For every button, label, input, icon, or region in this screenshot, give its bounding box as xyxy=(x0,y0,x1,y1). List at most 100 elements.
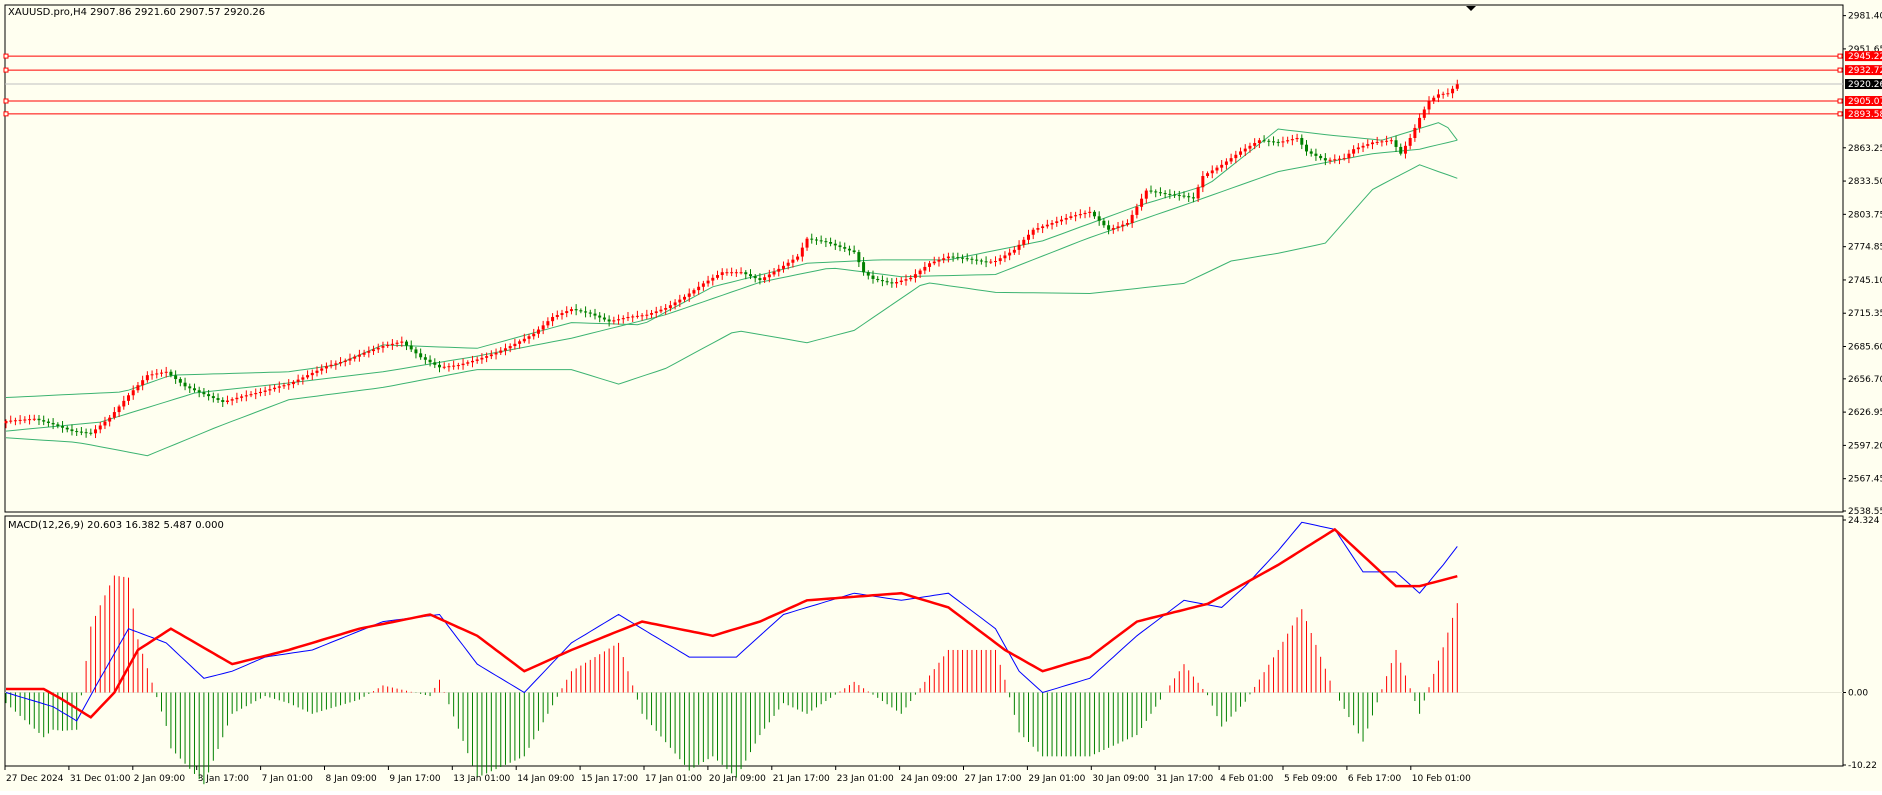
candlestick[interactable] xyxy=(447,363,451,372)
candlestick[interactable] xyxy=(61,421,65,433)
candlestick[interactable] xyxy=(961,254,965,264)
candlestick[interactable] xyxy=(480,353,484,364)
candlestick[interactable] xyxy=(1337,155,1341,165)
candlestick[interactable] xyxy=(273,384,277,392)
candlestick[interactable] xyxy=(42,415,46,426)
candlestick[interactable] xyxy=(522,333,526,344)
candlestick[interactable] xyxy=(1050,219,1054,230)
candlestick[interactable] xyxy=(1422,106,1426,121)
candlestick[interactable] xyxy=(103,416,107,430)
candlestick[interactable] xyxy=(857,249,861,268)
candlestick[interactable] xyxy=(683,294,687,303)
candlestick[interactable] xyxy=(1432,95,1436,104)
candlestick[interactable] xyxy=(65,425,69,433)
candlestick[interactable] xyxy=(192,383,196,393)
candlestick[interactable] xyxy=(588,309,592,318)
candlestick[interactable] xyxy=(353,354,357,362)
candlestick[interactable] xyxy=(998,254,1002,265)
candlestick[interactable] xyxy=(965,253,969,262)
candlestick[interactable] xyxy=(240,394,244,402)
candlestick[interactable] xyxy=(485,352,489,363)
candlestick[interactable] xyxy=(395,340,399,348)
candlestick[interactable] xyxy=(852,245,856,254)
candlestick[interactable] xyxy=(503,343,507,356)
candlestick[interactable] xyxy=(932,256,936,266)
candlestick[interactable] xyxy=(46,418,50,427)
candlestick[interactable] xyxy=(654,306,658,318)
candlestick[interactable] xyxy=(230,397,234,406)
candlestick[interactable] xyxy=(122,395,126,410)
candlestick[interactable] xyxy=(150,370,154,380)
candlestick[interactable] xyxy=(1314,148,1318,161)
candlestick[interactable] xyxy=(909,275,913,282)
candlestick[interactable] xyxy=(475,356,479,364)
candlestick[interactable] xyxy=(470,355,474,368)
candlestick[interactable] xyxy=(13,417,17,426)
candlestick[interactable] xyxy=(640,313,644,321)
level-line-handle[interactable] xyxy=(1837,111,1843,117)
candlestick[interactable] xyxy=(1026,229,1030,245)
candlestick[interactable] xyxy=(1272,136,1276,146)
candlestick[interactable] xyxy=(390,339,394,350)
candlestick[interactable] xyxy=(372,345,376,355)
candlestick[interactable] xyxy=(847,245,851,256)
candlestick[interactable] xyxy=(1286,136,1290,144)
candlestick[interactable] xyxy=(1239,147,1243,158)
candlestick[interactable] xyxy=(1154,189,1158,198)
candlestick[interactable] xyxy=(612,316,616,325)
candlestick[interactable] xyxy=(584,306,588,318)
candlestick[interactable] xyxy=(668,300,672,312)
candlestick[interactable] xyxy=(348,353,352,365)
candlestick[interactable] xyxy=(56,422,60,429)
candlestick[interactable] xyxy=(593,308,597,320)
candlestick[interactable] xyxy=(1097,211,1101,226)
candlestick[interactable] xyxy=(1102,218,1106,228)
candlestick[interactable] xyxy=(89,428,93,436)
candlestick[interactable] xyxy=(579,308,583,314)
candlestick[interactable] xyxy=(1281,136,1285,148)
candlestick[interactable] xyxy=(4,419,8,429)
candlestick[interactable] xyxy=(1295,133,1299,143)
candlestick[interactable] xyxy=(951,252,955,262)
candlestick[interactable] xyxy=(541,320,545,335)
candlestick[interactable] xyxy=(1309,148,1313,157)
candlestick[interactable] xyxy=(197,386,201,398)
candlestick[interactable] xyxy=(1389,137,1393,145)
candlestick[interactable] xyxy=(1064,213,1068,225)
candlestick[interactable] xyxy=(928,260,932,272)
candlestick[interactable] xyxy=(258,388,262,397)
candlestick[interactable] xyxy=(414,346,418,359)
candlestick[interactable] xyxy=(748,269,752,280)
candlestick[interactable] xyxy=(108,414,112,427)
candlestick[interactable] xyxy=(899,277,903,285)
candlestick[interactable] xyxy=(315,366,319,377)
candlestick[interactable] xyxy=(946,252,950,263)
candlestick[interactable] xyxy=(1436,89,1440,103)
candlestick[interactable] xyxy=(1012,246,1016,255)
candlestick[interactable] xyxy=(329,360,333,369)
candlestick[interactable] xyxy=(1182,191,1186,199)
candlestick[interactable] xyxy=(51,418,55,430)
candlestick[interactable] xyxy=(1323,153,1327,166)
candlestick[interactable] xyxy=(291,380,295,389)
candlestick[interactable] xyxy=(1031,227,1035,240)
candlestick[interactable] xyxy=(711,274,715,286)
candlestick[interactable] xyxy=(1092,210,1096,219)
candlestick[interactable] xyxy=(310,369,314,381)
candlestick[interactable] xyxy=(1267,138,1271,147)
candlestick[interactable] xyxy=(989,258,993,265)
candlestick[interactable] xyxy=(1356,143,1360,154)
candlestick[interactable] xyxy=(956,252,960,261)
candlestick[interactable] xyxy=(306,370,310,380)
candlestick[interactable] xyxy=(1107,220,1111,235)
candlestick[interactable] xyxy=(1229,153,1233,165)
candlestick[interactable] xyxy=(645,309,649,320)
candlestick[interactable] xyxy=(428,355,432,367)
candlestick[interactable] xyxy=(1446,88,1450,97)
candlestick[interactable] xyxy=(381,341,385,353)
candlestick[interactable] xyxy=(32,414,36,422)
candlestick[interactable] xyxy=(1187,192,1191,203)
candlestick[interactable] xyxy=(885,277,889,286)
candlestick[interactable] xyxy=(518,339,522,349)
candlestick[interactable] xyxy=(405,339,409,351)
